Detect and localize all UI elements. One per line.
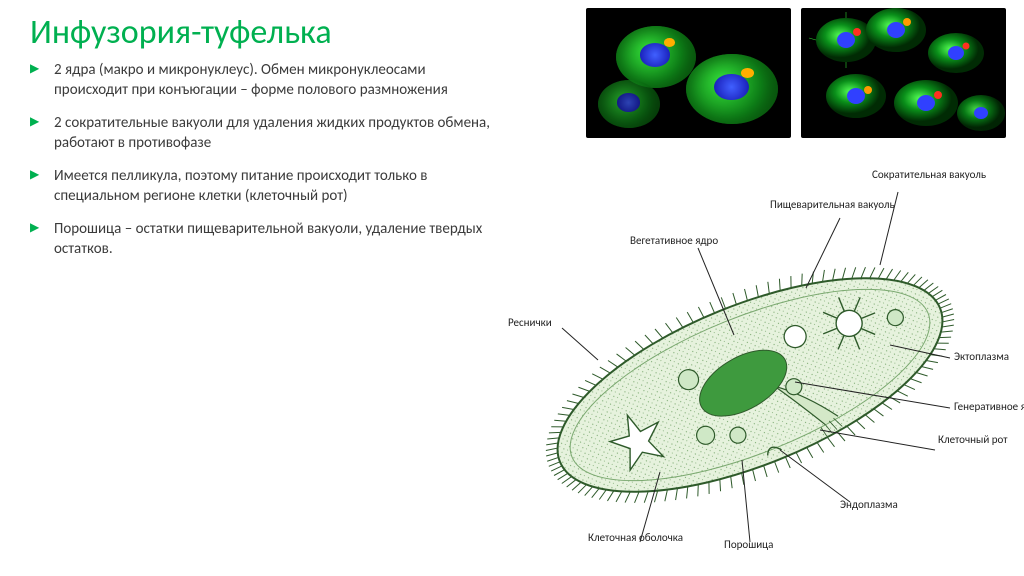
label-text: Генеративное ядро	[954, 400, 1024, 413]
label-text: Вегетативное ядро	[630, 234, 718, 247]
label-text: Клеточный рот	[938, 433, 1008, 446]
label-food-vacuole: Пищеварительная вакуоль	[770, 198, 895, 211]
label-contractile-vacuole: Сократительная вакуоль	[872, 168, 986, 181]
label-text: Клеточная оболочка	[588, 531, 683, 544]
label-cell-mouth: Клеточный рот	[938, 434, 1008, 445]
microscopy-images	[586, 8, 1006, 138]
label-ectoplasm: Эктоплазма	[954, 350, 1009, 363]
bullet-list: 2 ядра (макро и микронуклеус). Обмен мик…	[0, 61, 500, 259]
label-pellicle: Клеточная оболочка	[588, 532, 683, 543]
list-item: 2 ядра (макро и микронуклеус). Обмен мик…	[30, 61, 500, 100]
microscopy-image-2	[801, 8, 1006, 138]
list-item: 2 сократительные вакуоли для удаления жи…	[30, 114, 500, 153]
label-text: Порошица	[724, 538, 773, 551]
label-text: Эндоплазма	[840, 498, 898, 511]
label-text: Эктоплазма	[954, 350, 1009, 363]
label-cytoproct: Порошица	[724, 538, 773, 551]
list-item: Порошица – остатки пищеварительной вакуо…	[30, 220, 500, 259]
label-macronucleus: Вегетативное ядро	[630, 234, 718, 247]
label-micronucleus: Генеративное ядро	[954, 400, 1024, 413]
microscopy-image-1	[586, 8, 791, 138]
label-text: Пищеварительная вакуоль	[770, 198, 895, 211]
cell-diagram: Сократительная вакуоль Пищеварительная в…	[480, 150, 1020, 570]
label-text: Реснички	[508, 316, 552, 329]
list-item: Имеется пелликула, поэтому питание проис…	[30, 167, 500, 206]
label-endoplasm: Эндоплазма	[840, 498, 898, 511]
label-text: Сократительная вакуоль	[872, 168, 986, 181]
label-cilia: Реснички	[508, 316, 552, 329]
